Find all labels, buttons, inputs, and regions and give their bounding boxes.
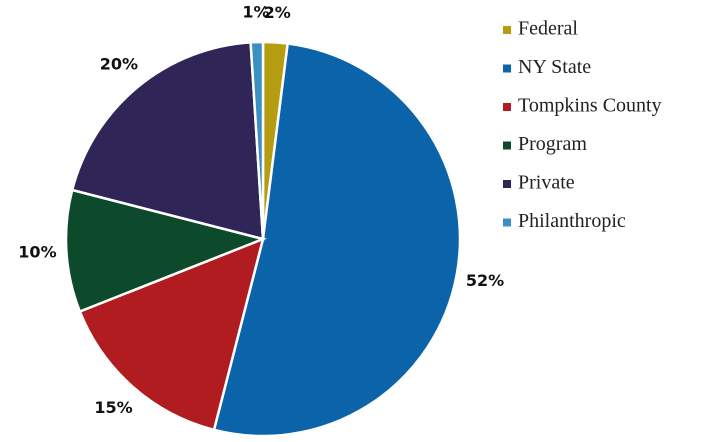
legend-swatch (503, 64, 511, 73)
pie-slice (64, 188, 268, 314)
pie-slice (212, 42, 462, 438)
data-label: 15% (94, 398, 132, 417)
pie-slice (249, 40, 265, 240)
data-label: 10% (18, 243, 56, 262)
legend-swatch (503, 218, 511, 227)
data-label: 52% (466, 271, 504, 290)
legend-label: Philanthropic (518, 210, 626, 232)
pie-slice (70, 41, 265, 241)
legend-label: Private (518, 172, 575, 194)
legend-swatch (503, 26, 511, 34)
legend-swatch (503, 103, 511, 111)
data-label: 1% (242, 3, 269, 22)
pie-slice (78, 236, 265, 432)
data-label: 2% (264, 3, 291, 22)
legend-swatch (503, 141, 511, 150)
legend-label: Tompkins County (518, 95, 662, 117)
legend-label: Federal (518, 18, 578, 40)
legend-label: NY State (518, 56, 591, 78)
data-label: 20% (100, 54, 138, 73)
legend-label: Program (518, 133, 587, 155)
legend-swatch (503, 180, 511, 188)
